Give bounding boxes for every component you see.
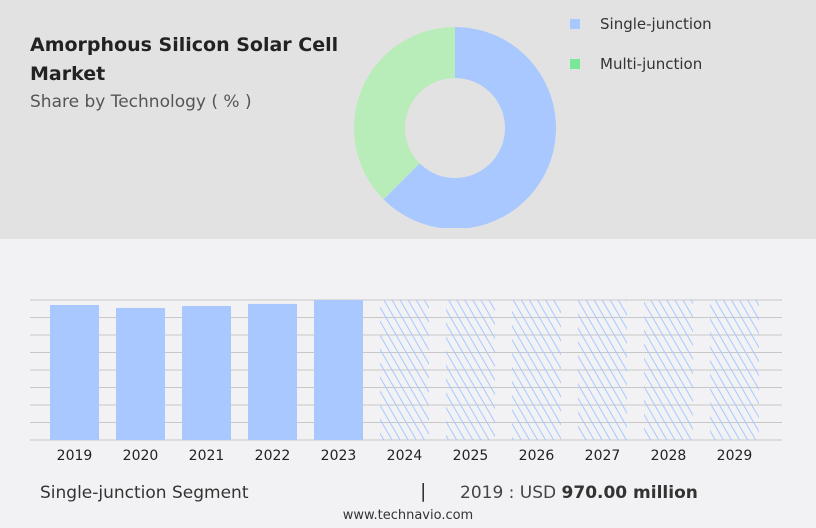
- legend-item-single-junction: Single-junction: [570, 15, 712, 33]
- x-tick-label: 2025: [453, 448, 489, 464]
- segment-label: Single-junction Segment: [40, 483, 249, 503]
- x-tick-label: 2028: [651, 448, 687, 464]
- chart-subtitle: Share by Technology ( % ): [30, 92, 252, 112]
- x-tick-label: 2019: [57, 448, 93, 464]
- x-tick-label: 2023: [321, 448, 357, 464]
- forecast-bar-2025: [446, 300, 495, 440]
- bar-2020: [116, 307, 165, 440]
- forecast-bar-2024: [380, 300, 429, 440]
- legend-swatch: [570, 19, 580, 29]
- bar-2022: [248, 303, 297, 440]
- legend-item-multi-junction: Multi-junction: [570, 55, 702, 73]
- legend-label: Single-junction: [600, 15, 712, 33]
- x-tick-label: 2022: [255, 448, 291, 464]
- x-tick-label: 2026: [519, 448, 555, 464]
- bar-2021: [182, 305, 231, 440]
- legend-swatch: [570, 59, 580, 69]
- forecast-bar-2026: [512, 300, 561, 440]
- forecast-bar-2027: [578, 300, 627, 440]
- forecast-bar-2028: [644, 300, 693, 440]
- chart-title: Amorphous Silicon Solar Cell Market: [30, 34, 339, 85]
- legend-label: Multi-junction: [600, 55, 703, 73]
- value-prefix: 2019 : USD: [460, 483, 557, 503]
- x-tick-label: 2027: [585, 448, 621, 464]
- bar-2019: [50, 305, 99, 440]
- donut-slice-multi-junction: [353, 27, 455, 200]
- x-tick-label: 2024: [387, 448, 423, 464]
- bar-2023: [314, 300, 363, 440]
- x-tick-label: 2020: [123, 448, 159, 464]
- segment-value: 2019 : USD 970.00 million: [460, 483, 698, 503]
- donut-slice-single-junction: [383, 27, 556, 228]
- x-tick-label: 2021: [189, 448, 225, 464]
- forecast-bar-2029: [710, 300, 759, 440]
- separator: |: [420, 480, 427, 502]
- x-tick-label: 2029: [717, 448, 753, 464]
- source-url: www.technavio.com: [342, 508, 474, 523]
- value-amount: 970.00 million: [561, 483, 698, 503]
